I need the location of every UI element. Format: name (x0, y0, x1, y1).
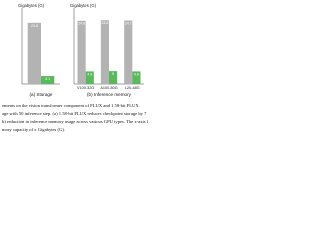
x-tick-label: V100-32G (77, 86, 94, 90)
x-tick-label: L20-48G (125, 86, 140, 90)
caption-line: age with 50 inference step. (a) 1.58-bit… (2, 111, 147, 116)
value-label: 5 (112, 72, 114, 76)
chart-caption: (b) Inference memory (87, 92, 132, 97)
chart-caption: (a) Storage (30, 92, 53, 97)
bar (77, 20, 86, 84)
caption-line: mory capacity of x Gigabytes (G). (2, 127, 66, 132)
bar (41, 76, 55, 84)
value-label: 24.6 (78, 22, 85, 26)
caption-line: ements on the vision transformer compone… (2, 103, 140, 108)
value-label: 4.9 (134, 72, 139, 76)
value-label: 24.7 (125, 21, 132, 25)
y-axis-label: Gigabytes (G) (18, 3, 45, 8)
bar (100, 20, 109, 85)
x-tick-label: A100-80G (100, 86, 117, 90)
bar (85, 71, 94, 84)
bar (132, 71, 141, 84)
figure: Gigabytes (G) (a) Storage 23.8 3.1 Gigabytes… (18, 3, 144, 97)
value-label: 24.8 (101, 21, 108, 25)
value-label: 3.1 (45, 77, 50, 81)
value-label: 4.9 (87, 72, 92, 76)
bar (124, 20, 133, 84)
y-axis-label: Gigabytes (G) (70, 3, 97, 8)
bar (109, 71, 118, 84)
value-label: 23.8 (31, 24, 38, 28)
bar (27, 22, 41, 84)
page: Gigabytes (G) (a) Storage 23.8 3.1 Gigabytes… (0, 0, 150, 150)
caption-line: b) reduction in inference memory usage a… (2, 119, 148, 124)
